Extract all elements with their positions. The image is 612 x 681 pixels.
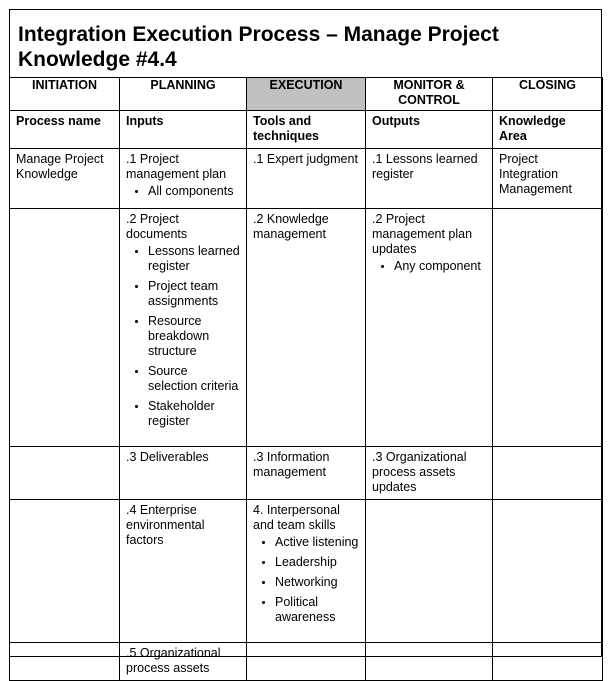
list-item: Lessons learned register [148, 244, 240, 274]
process-name-cell [9, 208, 120, 447]
tool-cell: .2 Knowledge management [246, 208, 366, 447]
phase-closing: CLOSING [492, 77, 603, 111]
list-item: All components [148, 184, 240, 199]
output-cell-text: .3 Organizational process assets updates [372, 450, 467, 494]
input-cell-text: .2 Project documents [126, 212, 188, 241]
list-item: Any component [394, 259, 486, 274]
header-tools-techniques: Tools and techniques [246, 110, 366, 149]
output-cell [365, 642, 493, 681]
knowledge-area-cell [492, 642, 603, 681]
process-name-cell-text: Manage Project Knowledge [16, 152, 104, 181]
input-cell: .5 Organizational process assets [119, 642, 247, 681]
list-item: Resource breakdown structure [148, 314, 240, 359]
table-row: .4 Enterprise environmental factors 4. In… [9, 499, 603, 643]
list-item: Stakeholder register [148, 399, 240, 429]
tool-cell-text: .2 Knowledge management [253, 212, 329, 241]
list-item: Source selection criteria [148, 364, 240, 394]
tool-cell-text: 4. Interpersonal and team skills [253, 503, 340, 532]
input-cell-text: .1 Project management plan [126, 152, 227, 181]
input-cell-list: All components [126, 184, 240, 199]
tool-cell: .3 Information management [246, 446, 366, 500]
input-cell: .1 Project management plan All components [119, 148, 247, 209]
process-name-cell [9, 642, 120, 681]
table-row: Manage Project Knowledge .1 Project manag… [9, 148, 603, 209]
phase-monitor-control: MONITOR & CONTROL [365, 77, 493, 111]
output-cell: .2 Project management plan updates Any co… [365, 208, 493, 447]
page-title: Integration Execution Process – Manage P… [18, 23, 499, 71]
header-knowledge-area: Knowledge Area [492, 110, 603, 149]
tool-cell-text: .3 Information management [253, 450, 330, 479]
table-row: .2 Project documents Lessons learned regi… [9, 208, 603, 447]
output-cell-list: Any component [372, 259, 486, 274]
list-item: Project team assignments [148, 279, 240, 309]
input-cell-list: Lessons learned register Project team ass… [126, 244, 240, 429]
tool-cell-text: .1 Expert judgment [253, 152, 358, 166]
input-cell: .2 Project documents Lessons learned regi… [119, 208, 247, 447]
input-cell-text: .3 Deliverables [126, 450, 209, 464]
knowledge-area-cell [492, 208, 603, 447]
output-cell-text: .2 Project management plan updates [372, 212, 473, 256]
list-item: Active listening [275, 535, 359, 550]
process-table-body: INITIATION PLANNING EXECUTION MONITOR & … [9, 77, 603, 681]
phase-initiation: INITIATION [9, 77, 120, 111]
input-cell-text: .5 Organizational process assets [126, 646, 221, 675]
list-item: Leadership [275, 555, 359, 570]
input-cell: .4 Enterprise environmental factors [119, 499, 247, 643]
process-sheet: Integration Execution Process – Manage P… [9, 9, 603, 681]
process-name-cell: Manage Project Knowledge [9, 148, 120, 209]
list-item: Networking [275, 575, 359, 590]
process-name-cell [9, 499, 120, 643]
phase-planning: PLANNING [119, 77, 247, 111]
input-cell-text: .4 Enterprise environmental factors [126, 503, 205, 547]
output-cell-text: .1 Lessons learned register [372, 152, 478, 181]
header-process-name: Process name [9, 110, 120, 149]
phase-row: INITIATION PLANNING EXECUTION MONITOR & … [9, 77, 603, 111]
knowledge-area-cell: Project Integration Management [492, 148, 603, 209]
knowledge-area-cell [492, 499, 603, 643]
header-inputs: Inputs [119, 110, 247, 149]
process-table: INITIATION PLANNING EXECUTION MONITOR & … [9, 77, 603, 681]
tool-cell [246, 642, 366, 681]
output-cell [365, 499, 493, 643]
output-cell: .3 Organizational process assets updates [365, 446, 493, 500]
table-row: .3 Deliverables .3 Information management… [9, 446, 603, 500]
phase-execution: EXECUTION [246, 77, 366, 111]
tool-cell-list: Active listening Leadership Networking Poli… [253, 535, 359, 625]
knowledge-area-cell [492, 446, 603, 500]
knowledge-area-cell-text: Project Integration Management [499, 152, 572, 196]
column-header-row: Process name Inputs Tools and techniques… [9, 110, 603, 149]
process-name-cell [9, 446, 120, 500]
output-cell: .1 Lessons learned register [365, 148, 493, 209]
tool-cell: 4. Interpersonal and team skills Active l… [246, 499, 366, 643]
list-item: Political awareness [275, 595, 359, 625]
header-outputs: Outputs [365, 110, 493, 149]
table-row: .5 Organizational process assets [9, 642, 603, 681]
tool-cell: .1 Expert judgment [246, 148, 366, 209]
input-cell: .3 Deliverables [119, 446, 247, 500]
